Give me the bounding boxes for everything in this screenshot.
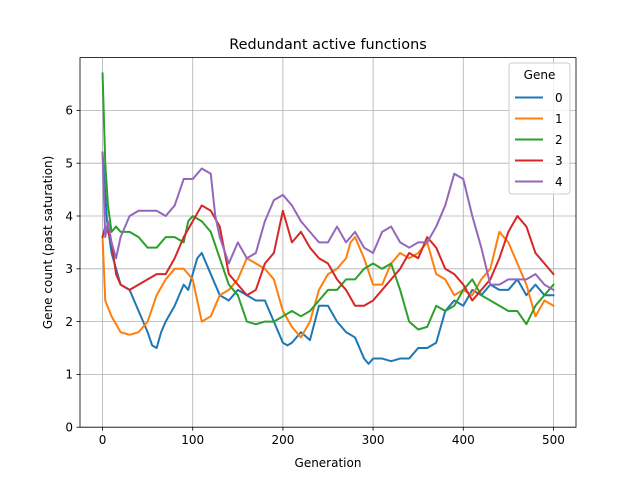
y-tick-label: 2: [65, 315, 73, 329]
plot-frame: [79, 57, 577, 428]
y-axis-label: Gene count (past saturation): [41, 156, 55, 329]
legend: Gene 0 1 2 3 4: [508, 62, 571, 195]
series-line-gene-4: [101, 151, 555, 292]
legend-label-gene-0: 0: [555, 91, 563, 105]
y-tick-label: 5: [65, 157, 73, 171]
y-tick-label: 4: [65, 209, 73, 223]
x-tick-label: 400: [452, 433, 475, 447]
legend-title: Gene: [524, 68, 556, 82]
x-tick-label: 100: [181, 433, 204, 447]
series-line-gene-1: [101, 230, 555, 339]
y-tick-label: 6: [65, 104, 73, 118]
x-tick-label: 500: [542, 433, 565, 447]
legend-label-gene-1: 1: [555, 112, 563, 126]
grid: [80, 57, 576, 428]
x-tick-label: 300: [362, 433, 385, 447]
series-line-gene-2: [101, 72, 555, 331]
legend-entries: 0 1 2 3 4: [515, 91, 563, 189]
series-line-gene-3: [101, 204, 555, 307]
series-line-gene-0: [101, 151, 555, 365]
x-tick-label: 0: [99, 433, 107, 447]
y-tick-label: 1: [65, 368, 73, 382]
y-tick-label: 0: [65, 421, 73, 435]
series-group: [101, 72, 555, 365]
chart-title: Redundant active functions: [229, 37, 426, 53]
axis-ticks: 0 100 200 300 400 500 0 1 2 3 4 5 6: [65, 104, 565, 448]
x-axis-label: Generation: [295, 456, 362, 470]
legend-label-gene-3: 3: [555, 154, 563, 168]
y-tick-label: 3: [65, 262, 73, 276]
x-tick-label: 200: [271, 433, 294, 447]
legend-label-gene-2: 2: [555, 133, 563, 147]
legend-label-gene-4: 4: [555, 175, 563, 189]
